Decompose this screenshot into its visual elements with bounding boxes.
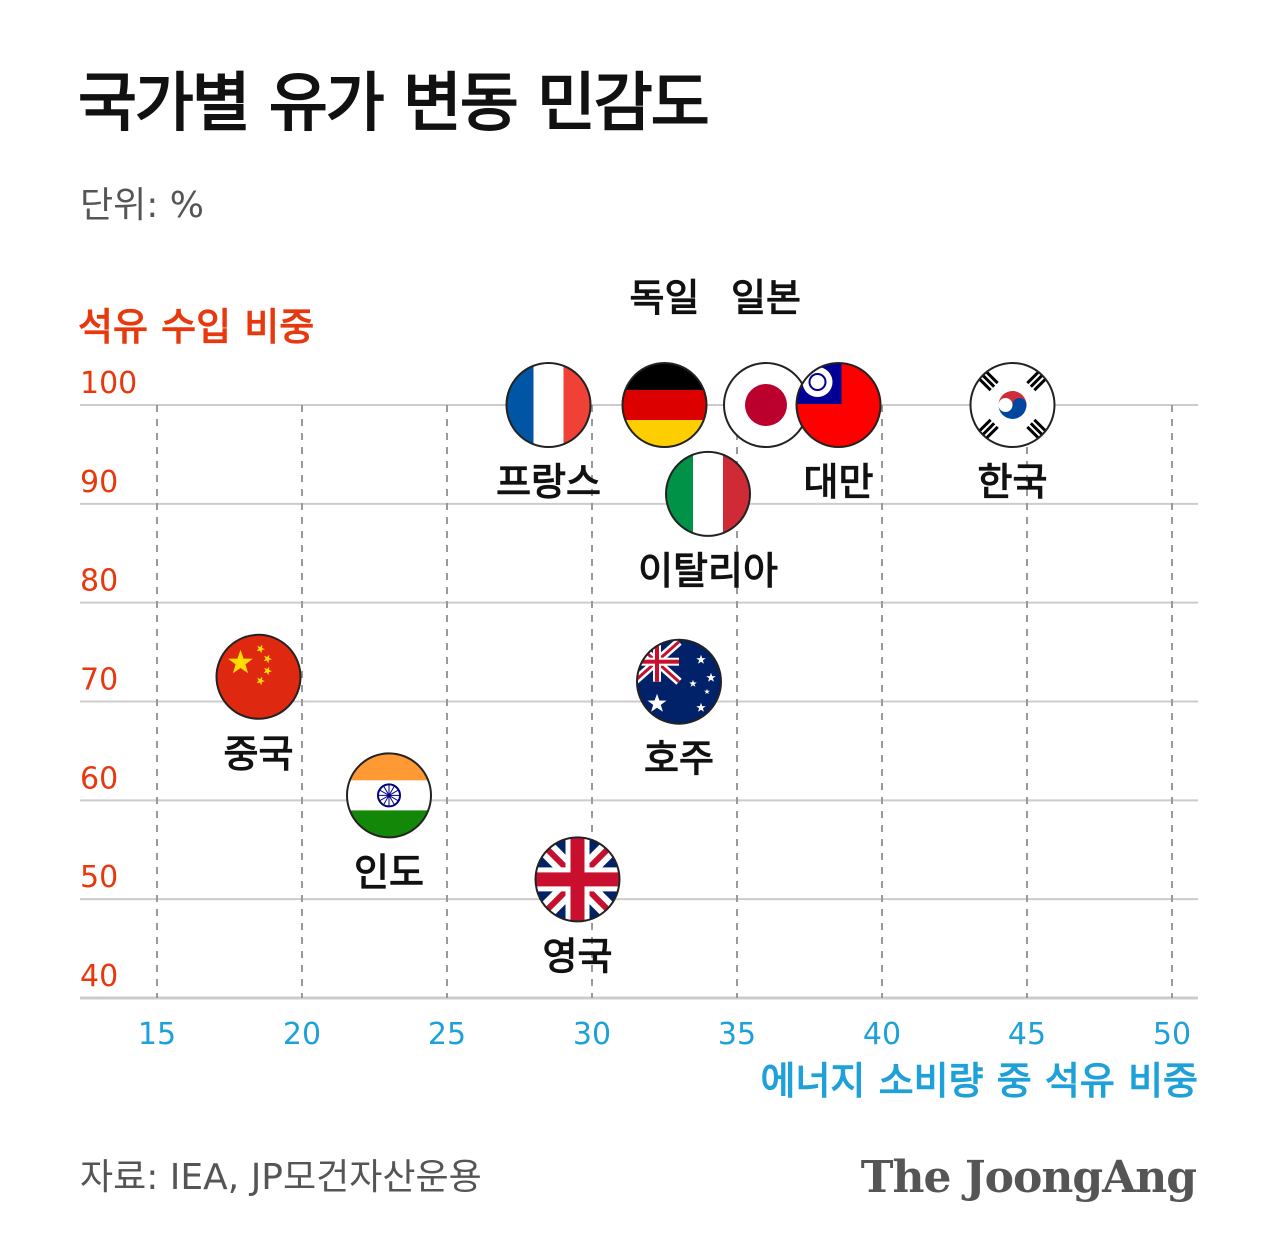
taiwan-flag-icon — [796, 363, 881, 447]
point-label: 호주 — [644, 737, 714, 781]
flag-border — [795, 362, 882, 448]
data-point: 독일 — [621, 276, 708, 448]
flag-border — [636, 638, 722, 725]
y-tick-label: 90 — [80, 465, 118, 500]
x-tick-label: 45 — [1008, 1017, 1046, 1052]
x-tick-label: 30 — [573, 1017, 611, 1052]
data-point: 인도 — [346, 752, 432, 894]
point-label: 영국 — [543, 934, 613, 978]
data-point: 호주 — [636, 638, 722, 781]
x-tick-label: 20 — [283, 1017, 321, 1052]
flag-border — [621, 362, 708, 448]
flag-border — [665, 450, 751, 537]
x-tick-label: 40 — [863, 1017, 901, 1052]
flag-border — [534, 836, 621, 923]
chart-title: 국가별 유가 변동 민감도 — [78, 67, 710, 141]
y-tick-label: 100 — [80, 366, 137, 401]
point-label: 인도 — [354, 850, 424, 894]
india-flag-icon — [347, 753, 431, 838]
uk-flag-icon — [535, 837, 620, 922]
point-label: 프랑스 — [496, 460, 601, 504]
unit-label: 단위: % — [80, 185, 205, 226]
flag-border — [215, 633, 302, 720]
x-tick-label: 25 — [428, 1017, 466, 1052]
y-tick-label: 60 — [80, 761, 118, 796]
source-note: 자료: IEA, JP모건자산운용 — [80, 1157, 482, 1198]
flag-border — [969, 362, 1056, 448]
x-tick-label: 50 — [1153, 1017, 1191, 1052]
point-label: 이탈리아 — [638, 549, 778, 593]
point-label: 독일 — [630, 276, 700, 320]
korea-flag-icon — [970, 363, 1055, 447]
data-point: 대만 — [795, 362, 882, 504]
y-tick-label: 70 — [80, 663, 118, 698]
japan-flag-icon — [724, 363, 808, 447]
germany-flag-icon — [622, 363, 707, 447]
point-label: 한국 — [978, 460, 1048, 504]
china-flag-icon — [216, 634, 301, 719]
flag-border — [505, 362, 592, 448]
point-label: 일본 — [731, 276, 801, 320]
data-point: 한국 — [969, 362, 1056, 504]
data-point: 중국 — [215, 633, 302, 776]
flag-border — [346, 752, 432, 839]
data-point: 프랑스 — [496, 362, 601, 504]
axis-ticks: 40 50 60 70 80 90 100 15 20 25 30 35 40 45 50 — [80, 366, 1191, 1052]
point-label: 대만 — [804, 460, 874, 504]
italy-flag-icon — [666, 451, 750, 536]
point-label: 중국 — [224, 732, 294, 776]
data-point: 이탈리아 — [638, 450, 778, 593]
france-flag-icon — [506, 363, 591, 447]
y-tick-label: 40 — [80, 959, 118, 994]
publisher-logo: The JoongAng — [860, 1152, 1197, 1203]
australia-flag-icon — [637, 639, 721, 724]
x-tick-label: 35 — [718, 1017, 756, 1052]
y-axis-label: 석유 수입 비중 — [78, 305, 315, 349]
y-tick-label: 50 — [80, 860, 118, 895]
data-point: 영국 — [534, 836, 621, 978]
x-axis-label: 에너지 소비량 중 석유 비중 — [760, 1059, 1198, 1103]
data-point: 일본 — [723, 276, 809, 448]
x-tick-label: 15 — [138, 1017, 176, 1052]
y-tick-label: 80 — [80, 564, 118, 599]
